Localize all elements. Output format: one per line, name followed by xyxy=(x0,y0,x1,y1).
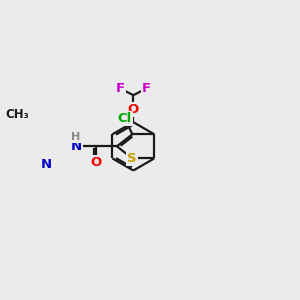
Text: F: F xyxy=(116,82,125,95)
Text: S: S xyxy=(128,152,137,165)
Text: H: H xyxy=(71,132,81,142)
Text: CH₃: CH₃ xyxy=(5,107,29,121)
Text: N: N xyxy=(70,140,82,153)
Text: F: F xyxy=(142,82,151,95)
Text: O: O xyxy=(128,103,139,116)
Text: N: N xyxy=(41,158,52,171)
Text: Cl: Cl xyxy=(118,112,132,125)
Text: O: O xyxy=(91,156,102,169)
